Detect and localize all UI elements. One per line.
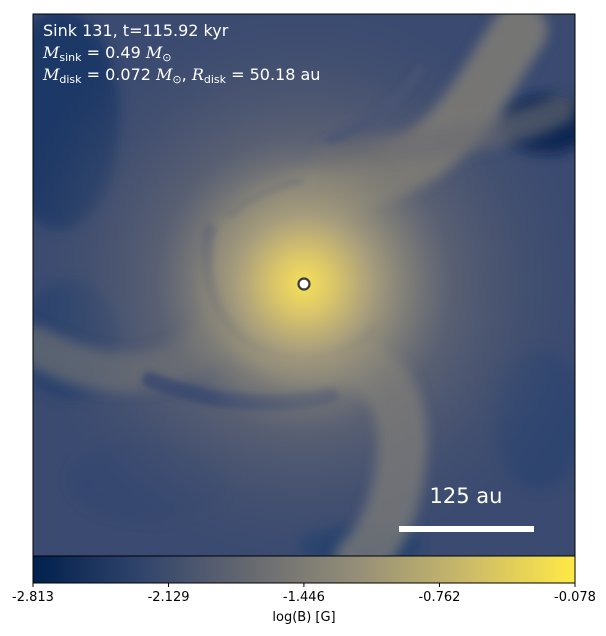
- m-disk-sub: disk: [59, 73, 82, 86]
- disk-annotation: Mdisk = 0.072 M⊙, Rdisk = 50.18 au: [43, 65, 320, 89]
- colorbar: [32, 555, 576, 587]
- colorbar-tick-label: -2.813: [12, 590, 54, 605]
- r-disk-value: = 50.18 au: [231, 65, 321, 84]
- separator: ,: [181, 65, 187, 84]
- colorbar-tick-label: -2.129: [147, 590, 190, 605]
- r-disk-symbol: R: [191, 65, 204, 84]
- m-disk-value: = 0.072: [86, 65, 151, 84]
- m-disk-unit: M: [156, 65, 173, 84]
- m-sink-unit-sub: ⊙: [162, 51, 172, 64]
- r-disk-sub: disk: [203, 73, 226, 86]
- sink-marker: [297, 277, 311, 291]
- scale-bar-label: 125 au: [429, 484, 503, 508]
- sink-title: Sink 131, t=115.92 kyr: [43, 21, 229, 40]
- colorbar-fill: [33, 556, 575, 583]
- colorbar-ticks: [32, 583, 576, 587]
- m-disk-symbol: M: [43, 65, 60, 84]
- field-map: [33, 14, 575, 556]
- m-sink-symbol: M: [43, 43, 60, 62]
- m-sink-unit: M: [145, 43, 163, 62]
- m-sink-sub: sink: [59, 51, 82, 64]
- m-disk-unit-sub: ⊙: [172, 73, 182, 86]
- scale-bar: [399, 526, 534, 532]
- colorbar-tick-label: -1.446: [282, 590, 325, 605]
- colorbar-tick-label: -0.078: [554, 590, 596, 605]
- m-sink-value: = 0.49: [86, 43, 141, 62]
- sink-mass-annotation: Msink = 0.49 M⊙: [43, 43, 171, 67]
- colorbar-tick-label: -0.762: [418, 590, 461, 605]
- colorbar-label: log(B) [G]: [272, 610, 336, 625]
